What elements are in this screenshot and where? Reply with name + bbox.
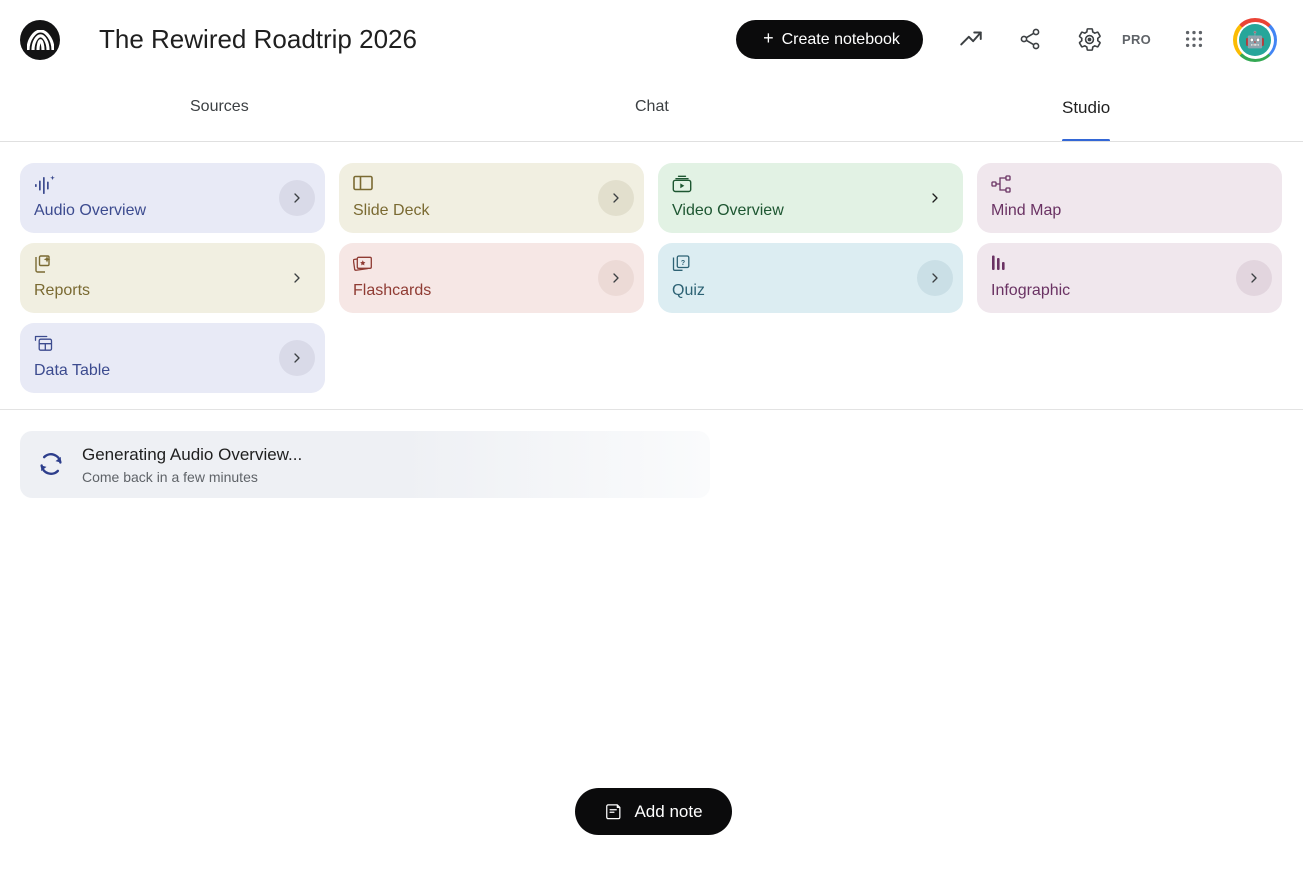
svg-text:?: ?: [681, 260, 685, 267]
